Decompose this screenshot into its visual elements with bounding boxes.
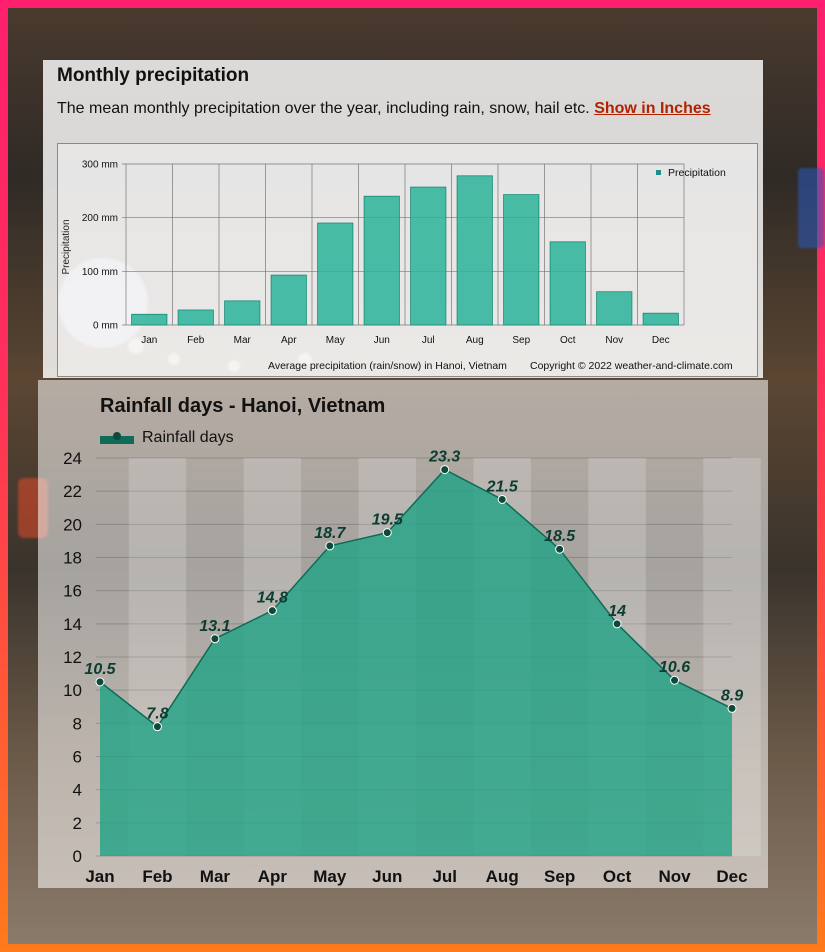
area-fill xyxy=(100,469,732,856)
x-tick-label: Mar xyxy=(200,867,231,886)
x-tick-label: Apr xyxy=(258,867,288,886)
x-tick-label: May xyxy=(326,335,345,346)
bar-oct xyxy=(549,241,586,326)
y-axis-label: Precipitation xyxy=(61,219,72,274)
data-label: 7.8 xyxy=(146,706,168,723)
x-tick-label: Oct xyxy=(560,335,576,346)
x-tick-label: Jul xyxy=(432,867,457,886)
data-point-nov xyxy=(670,675,680,685)
x-tick-label: Jun xyxy=(372,867,402,886)
bar-sep xyxy=(503,194,540,326)
legend-label: Precipitation xyxy=(668,167,726,179)
y-tick-label: 0 mm xyxy=(93,321,118,332)
y-tick-label: 0 xyxy=(73,847,82,866)
data-point-jun xyxy=(382,528,392,538)
rainfall-days-area-chart: 10.5 7.8 13.1 14.8 18.7 19.5 23.3 21.5 18.5 14 10.… xyxy=(63,395,761,886)
data-label: 18.7 xyxy=(314,525,346,542)
data-label: 23.3 xyxy=(428,449,460,466)
y-tick-label: 100 mm xyxy=(82,267,118,278)
y-tick-label: 6 xyxy=(73,748,82,767)
chart-caption: Average precipitation (rain/snow) in Han… xyxy=(268,360,507,372)
legend-swatch xyxy=(656,170,661,175)
data-label: 21.5 xyxy=(486,478,519,495)
precipitation-panel: Monthly precipitation The mean monthly p… xyxy=(43,60,763,378)
bar-aug xyxy=(456,175,493,326)
x-tick-label: Jan xyxy=(85,867,114,886)
bar-jan xyxy=(131,313,168,326)
x-tick-label: May xyxy=(313,867,347,886)
data-point-sep xyxy=(555,544,565,554)
y-tick-label: 22 xyxy=(63,482,82,501)
x-tick-label: Jul xyxy=(422,335,435,346)
bar-dec xyxy=(642,312,679,326)
page-description: The mean monthly precipitation over the … xyxy=(57,100,711,118)
legend-marker xyxy=(113,432,121,440)
description-text: The mean monthly precipitation over the … xyxy=(57,100,590,117)
y-tick-label: 8 xyxy=(73,714,82,733)
data-point-may xyxy=(325,541,335,551)
data-point-dec xyxy=(727,703,737,713)
x-tick-label: Dec xyxy=(716,867,747,886)
legend-label: Rainfall days xyxy=(142,429,234,446)
y-tick-label: 20 xyxy=(63,515,82,534)
y-tick-label: 200 mm xyxy=(82,213,118,224)
bar-jun xyxy=(363,195,400,326)
data-point-feb xyxy=(152,722,162,732)
x-tick-label: Aug xyxy=(466,335,484,346)
data-point-apr xyxy=(267,606,277,616)
bar-nov xyxy=(596,291,633,326)
x-tick-label: Jan xyxy=(141,335,157,346)
y-tick-label: 10 xyxy=(63,681,82,700)
y-tick-label: 16 xyxy=(63,582,82,601)
bar-mar xyxy=(224,300,261,326)
show-in-inches-link[interactable]: Show in Inches xyxy=(594,100,711,117)
rainfall-days-panel: 10.5 7.8 13.1 14.8 18.7 19.5 23.3 21.5 18.5 14 10.… xyxy=(38,380,768,888)
data-label: 13.1 xyxy=(199,618,230,635)
y-tick-label: 24 xyxy=(63,449,82,468)
data-label: 14.8 xyxy=(257,590,288,607)
bar-may xyxy=(317,222,354,326)
y-tick-label: 12 xyxy=(63,648,82,667)
x-tick-label: Sep xyxy=(512,335,530,346)
bar-feb xyxy=(177,309,214,326)
precipitation-bar-chart: 0 mm 100 mm 200 mm 300 mm Jan Feb Mar Apr May Jun… xyxy=(61,160,733,373)
y-tick-label: 4 xyxy=(73,781,82,800)
data-label: 10.6 xyxy=(659,659,690,676)
data-point-jan xyxy=(95,677,105,687)
x-tick-label: Aug xyxy=(486,867,519,886)
x-tick-label: Feb xyxy=(187,335,205,346)
x-tick-label: Apr xyxy=(281,335,297,346)
data-label: 8.9 xyxy=(721,687,743,704)
x-tick-label: Jun xyxy=(374,335,390,346)
data-label: 14 xyxy=(608,603,626,620)
data-point-oct xyxy=(612,619,622,629)
chart-copyright: Copyright © 2022 weather-and-climate.com xyxy=(530,360,733,372)
precipitation-chart-box: 0 mm 100 mm 200 mm 300 mm Jan Feb Mar Apr May Jun… xyxy=(57,143,758,377)
data-point-mar xyxy=(210,634,220,644)
bar-apr xyxy=(270,274,307,326)
data-point-aug xyxy=(497,494,507,504)
x-tick-label: Oct xyxy=(603,867,632,886)
y-tick-label: 2 xyxy=(73,814,82,833)
y-tick-label: 300 mm xyxy=(82,160,118,171)
x-tick-label: Nov xyxy=(658,867,691,886)
data-point-jul xyxy=(440,465,450,475)
bar-jul xyxy=(410,186,447,326)
chart-title: Rainfall days - Hanoi, Vietnam xyxy=(100,395,385,417)
x-tick-label: Mar xyxy=(234,335,252,346)
series-line xyxy=(99,468,733,728)
data-label: 19.5 xyxy=(372,512,404,529)
page-title: Monthly precipitation xyxy=(57,65,250,86)
x-tick-label: Sep xyxy=(544,867,575,886)
x-tick-label: Feb xyxy=(142,867,172,886)
y-tick-label: 14 xyxy=(63,615,82,634)
data-label: 18.5 xyxy=(544,528,576,545)
x-tick-label: Nov xyxy=(605,335,623,346)
shop-sign xyxy=(798,168,824,248)
x-tick-label: Dec xyxy=(652,335,670,346)
y-tick-label: 18 xyxy=(63,549,82,568)
data-label: 10.5 xyxy=(84,661,116,678)
